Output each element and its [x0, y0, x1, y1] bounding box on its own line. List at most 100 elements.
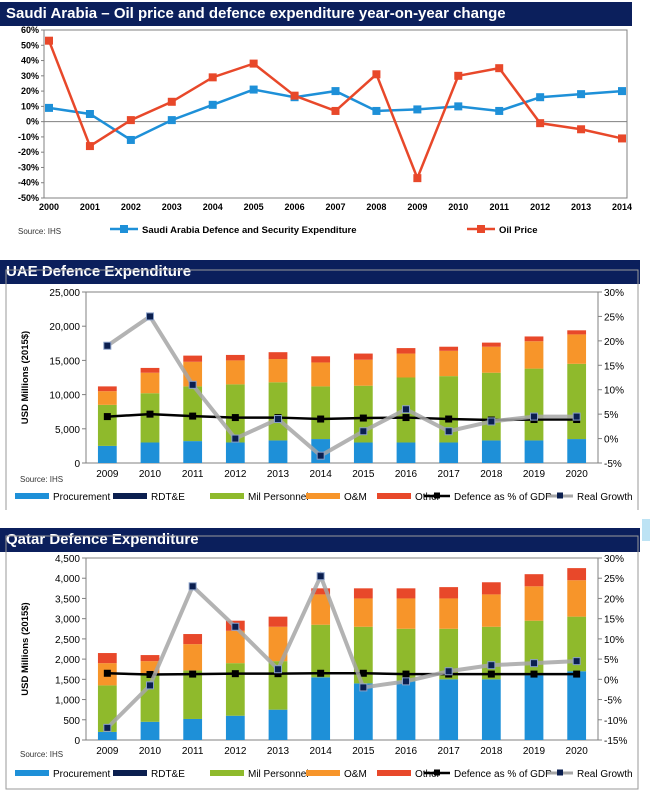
- legend-swatch: [15, 770, 49, 776]
- bar-procurement: [140, 721, 160, 740]
- bar-mil-personnel: [567, 363, 587, 440]
- chart-frame: [5, 535, 639, 790]
- x-tick-label: 2014: [310, 469, 333, 480]
- saudi-chart-title: Saudi Arabia – Oil price and defence exp…: [0, 2, 632, 26]
- legend-label: Oil Price: [499, 225, 538, 236]
- bar-mil-personnel: [439, 376, 459, 443]
- legend-swatch: [306, 770, 340, 776]
- growth-marker: [103, 723, 112, 732]
- data-point: [126, 135, 135, 144]
- bar-procurement: [481, 679, 501, 740]
- x-tick-label: 2017: [438, 746, 461, 757]
- y-tick-label: -40%: [18, 178, 39, 188]
- bar-mil-personnel: [396, 628, 416, 682]
- x-tick-label: 2011: [489, 202, 509, 212]
- x-tick-label: 2013: [267, 746, 290, 757]
- data-point: [208, 100, 217, 109]
- x-tick-label: 2019: [523, 469, 546, 480]
- bar-procurement: [353, 683, 373, 740]
- bar-o-m: [396, 598, 416, 629]
- plot-area: [85, 557, 599, 741]
- bar-other: [439, 346, 459, 351]
- bar-procurement: [183, 718, 203, 740]
- bar-o-m: [311, 362, 331, 387]
- x-tick-label: 2009: [407, 202, 427, 212]
- legend-label: O&M: [344, 492, 367, 503]
- bar-other: [183, 634, 203, 645]
- legend-swatch: [113, 493, 147, 499]
- gdp-marker: [146, 670, 154, 678]
- bar-other: [268, 352, 288, 360]
- gdp-marker: [189, 670, 197, 678]
- legend-label: Other: [415, 769, 441, 780]
- x-tick-label: 2017: [438, 469, 461, 480]
- bar-other: [268, 616, 288, 627]
- bar-procurement: [97, 731, 117, 740]
- y2-tick-label: 15%: [604, 615, 624, 626]
- bar-o-m: [225, 630, 245, 664]
- bar-mil-personnel: [353, 626, 373, 684]
- line-1: [105, 571, 577, 730]
- data-point: [45, 103, 53, 112]
- growth-marker: [103, 341, 112, 350]
- bar-mil-personnel: [140, 673, 160, 722]
- x-tick-label: 2007: [325, 202, 345, 212]
- bar-procurement: [268, 440, 288, 463]
- y-tick-label: 5,000: [55, 425, 80, 436]
- bar-o-m: [524, 341, 544, 369]
- x-tick-label: 2006: [285, 202, 305, 212]
- bar-other: [311, 356, 331, 363]
- x-tick-label: 2019: [523, 746, 546, 757]
- bar-procurement: [481, 440, 501, 463]
- bar-mil-personnel: [97, 404, 117, 446]
- bar-mil-personnel: [225, 663, 245, 716]
- uae-chart-svg: 0 5,000 10,000 15,000 20,000 25,000 -5% 0% 5% 10%…: [5, 269, 639, 510]
- gdp-marker: [231, 414, 239, 422]
- bar-o-m: [353, 598, 373, 627]
- x-tick-label: 2002: [121, 202, 141, 212]
- y-tick-label: 0: [74, 736, 80, 747]
- source-label: Source: IHS: [18, 227, 61, 236]
- x-tick-label: 2011: [182, 746, 204, 757]
- y2-tick-label: 0%: [604, 675, 619, 686]
- scroll-handle[interactable]: [642, 519, 650, 541]
- bar-o-m: [140, 372, 160, 394]
- x-tick-label: 2009: [96, 469, 119, 480]
- legend-label: Defence as % of GDP: [454, 492, 552, 503]
- y-tick-label: 60%: [21, 25, 39, 35]
- gdp-marker: [487, 670, 495, 678]
- y-tick-label: 15,000: [49, 356, 80, 367]
- gdp-marker: [359, 669, 367, 677]
- data-point: [372, 106, 381, 115]
- gdp-marker: [231, 670, 239, 678]
- bar-o-m: [567, 580, 587, 617]
- data-point: [495, 106, 504, 115]
- bar-mil-personnel: [311, 624, 331, 678]
- data-point: [167, 97, 176, 106]
- legend-label: RDT&E: [151, 492, 185, 503]
- y-axis-label: USD Millions (2015$): [20, 602, 31, 695]
- y-tick-label: 50%: [21, 40, 39, 50]
- legend-swatch: [377, 493, 411, 499]
- legend-label: Procurement: [53, 769, 110, 780]
- x-tick-label: 2001: [80, 202, 100, 212]
- data-point: [249, 85, 258, 94]
- data-point: [618, 134, 626, 143]
- bar-mil-personnel: [97, 685, 117, 732]
- data-point: [618, 87, 626, 96]
- legend-label: Saudi Arabia Defence and Security Expend…: [142, 225, 357, 236]
- y2-tick-label: 25%: [604, 312, 624, 323]
- x-tick-label: 2012: [530, 202, 550, 212]
- bar-o-m: [439, 598, 459, 629]
- y2-tick-label: 5%: [604, 410, 619, 421]
- growth-marker: [444, 667, 453, 676]
- gdp-marker: [103, 413, 111, 421]
- growth-marker: [188, 380, 197, 389]
- bar-o-m: [567, 334, 587, 364]
- line-1: [106, 313, 577, 459]
- y-tick-label: 2,000: [55, 655, 80, 666]
- y2-tick-label: 10%: [604, 386, 624, 397]
- x-tick-label: 2018: [480, 469, 503, 480]
- data-point: [577, 125, 586, 134]
- data-point: [331, 87, 340, 96]
